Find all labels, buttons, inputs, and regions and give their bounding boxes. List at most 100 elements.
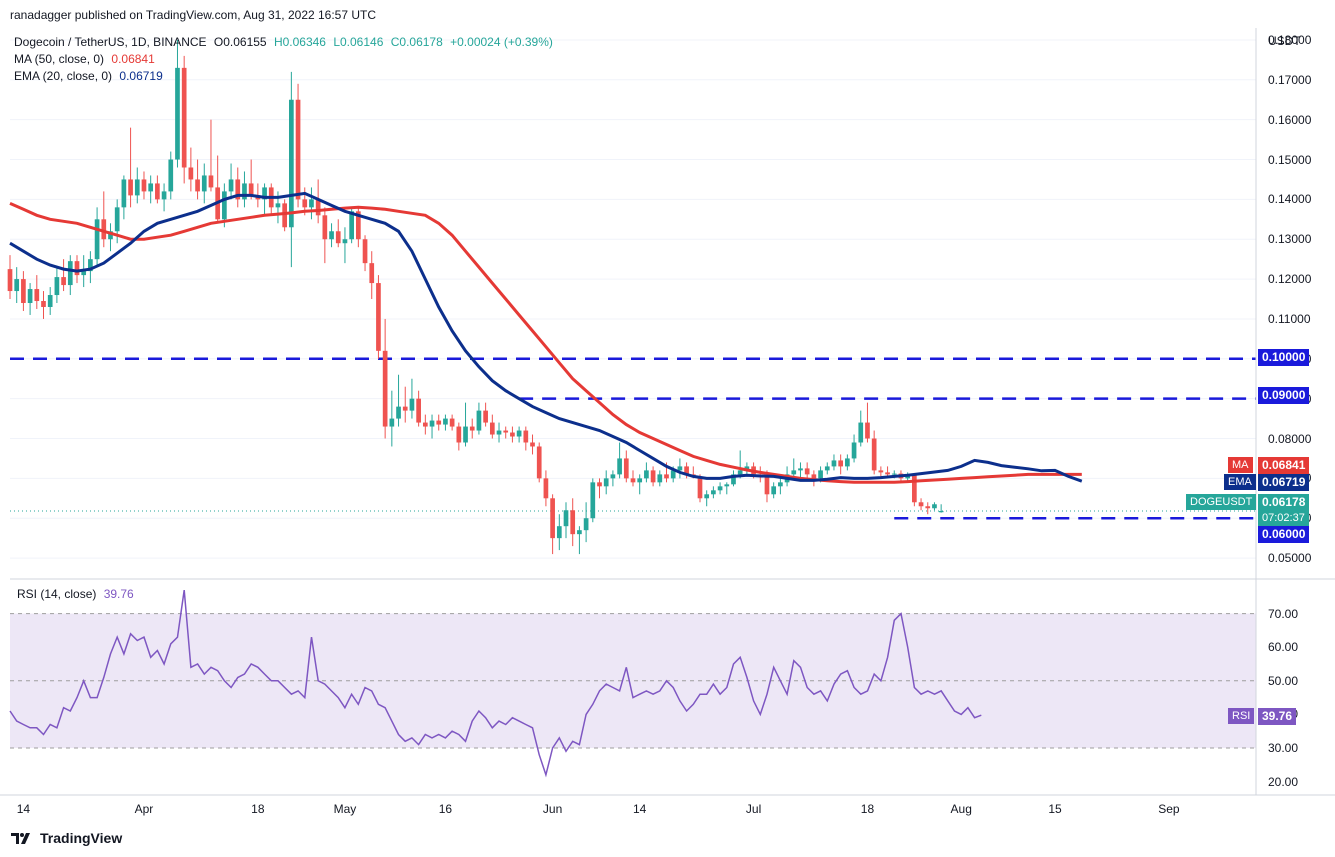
time-tick-label: Apr — [134, 802, 154, 816]
legend-rsi[interactable]: RSI (14, close) 39.76 — [17, 587, 138, 601]
candle-body — [637, 478, 643, 483]
candle-body — [469, 426, 475, 431]
candle-body — [262, 187, 267, 200]
candle-body — [496, 430, 502, 435]
candle-body — [248, 183, 254, 196]
candle-body — [744, 466, 750, 471]
candle-body — [235, 179, 241, 200]
rsi-tick-label: 60.00 — [1268, 640, 1299, 655]
price-tick-label: 0.08000 — [1268, 431, 1312, 446]
candle-body — [54, 277, 60, 296]
price-axis-value: 0.06178 — [1258, 494, 1310, 511]
ohlc-open: O0.06155 — [213, 35, 267, 49]
candle-body — [684, 466, 689, 475]
candle-body — [295, 99, 301, 200]
legend-ma[interactable]: MA (50, close, 0) 0.06841 — [14, 52, 159, 66]
candle-body — [47, 295, 53, 307]
candle-body — [429, 420, 435, 427]
price-tick-label: 0.12000 — [1268, 272, 1312, 287]
price-tick-label: 0.15000 — [1268, 152, 1312, 167]
rsi-axis-value: 39.76 — [1258, 708, 1297, 725]
candle-body — [657, 474, 663, 483]
ema-label: EMA (20, close, 0) — [14, 69, 113, 83]
candle-body — [858, 422, 864, 443]
pane-frame — [0, 28, 1335, 796]
candle-body — [463, 426, 468, 443]
candle-body — [543, 478, 549, 499]
candle-body — [275, 203, 281, 208]
candle-body — [865, 422, 870, 439]
rsi-tick-label: 70.00 — [1268, 606, 1299, 621]
candle-body — [838, 460, 844, 467]
tradingview-logo-icon — [11, 833, 30, 844]
candle-body — [315, 199, 321, 216]
level-badge-0.06: 0.06000 — [1258, 526, 1310, 543]
candle-body — [282, 203, 288, 228]
candle-body — [201, 175, 207, 192]
candle-body — [402, 406, 408, 411]
candle-body — [355, 211, 361, 240]
candle-body — [21, 279, 26, 303]
horizontal-levels — [10, 357, 1256, 520]
candle-body — [369, 263, 375, 284]
candle-body — [34, 289, 40, 302]
candle-body — [349, 211, 354, 240]
candle-body — [711, 490, 716, 495]
candle-body — [389, 418, 395, 427]
candle-body — [61, 277, 66, 286]
candle-body — [108, 231, 113, 240]
candle-body — [302, 199, 308, 208]
footer-brand[interactable]: TradingView — [10, 830, 122, 846]
candle-body — [536, 446, 542, 479]
candle-body — [101, 219, 107, 240]
publisher-line: ranadagger published on TradingView.com,… — [10, 8, 377, 22]
legend-ema[interactable]: EMA (20, close, 0) 0.06719 — [14, 69, 167, 83]
rsi-tick-label: 50.00 — [1268, 673, 1299, 688]
candle-body — [697, 476, 703, 499]
price-tick-label: 0.05000 — [1268, 551, 1312, 566]
symbol-title: Dogecoin / TetherUS, 1D, BINANCE — [14, 35, 207, 49]
candle-body — [74, 261, 80, 276]
ema-value: 0.06719 — [119, 69, 163, 83]
ohlc-change: +0.00024 (+0.39%) — [450, 35, 553, 49]
ma-axis-tag: MA — [1228, 457, 1253, 473]
candle-body — [530, 442, 535, 447]
candle-body — [128, 179, 133, 196]
candle-body — [503, 430, 509, 433]
price-tick-label: 0.13000 — [1268, 232, 1312, 247]
candle-body — [289, 99, 294, 228]
candle-body — [818, 470, 823, 479]
candle-body — [804, 468, 810, 475]
ema-axis-value: 0.06719 — [1258, 474, 1310, 491]
candle-body — [724, 484, 730, 487]
candle-body — [590, 482, 596, 519]
time-tick-label: 18 — [860, 802, 875, 816]
candle-body — [409, 398, 415, 411]
candle-body — [362, 239, 368, 264]
candle-body — [208, 175, 214, 188]
time-tick-label: 16 — [438, 802, 453, 816]
candle-body — [617, 458, 622, 475]
rsi-label: RSI (14, close) — [17, 587, 97, 601]
candle-body — [436, 420, 442, 425]
candle-body — [422, 422, 428, 427]
indicator-lines — [9, 191, 1083, 778]
rsi-legend-value: 39.76 — [103, 587, 134, 601]
candle-body — [704, 494, 710, 499]
candle-body — [222, 191, 227, 220]
candle-body — [322, 215, 328, 240]
candle-body — [550, 498, 555, 539]
candle-body — [556, 526, 562, 539]
candle-body — [27, 289, 33, 303]
candle-body — [443, 418, 448, 425]
axis-currency: USDT — [1268, 34, 1301, 48]
candle-body — [88, 259, 93, 272]
candle-body — [630, 478, 636, 483]
ma-axis-value: 0.06841 — [1258, 457, 1310, 474]
bar-countdown: 07:02:37 — [1258, 510, 1309, 526]
candle-body — [664, 474, 669, 479]
candle-body — [94, 219, 100, 260]
time-tick-label: 18 — [251, 802, 265, 816]
candle-body — [670, 470, 676, 479]
